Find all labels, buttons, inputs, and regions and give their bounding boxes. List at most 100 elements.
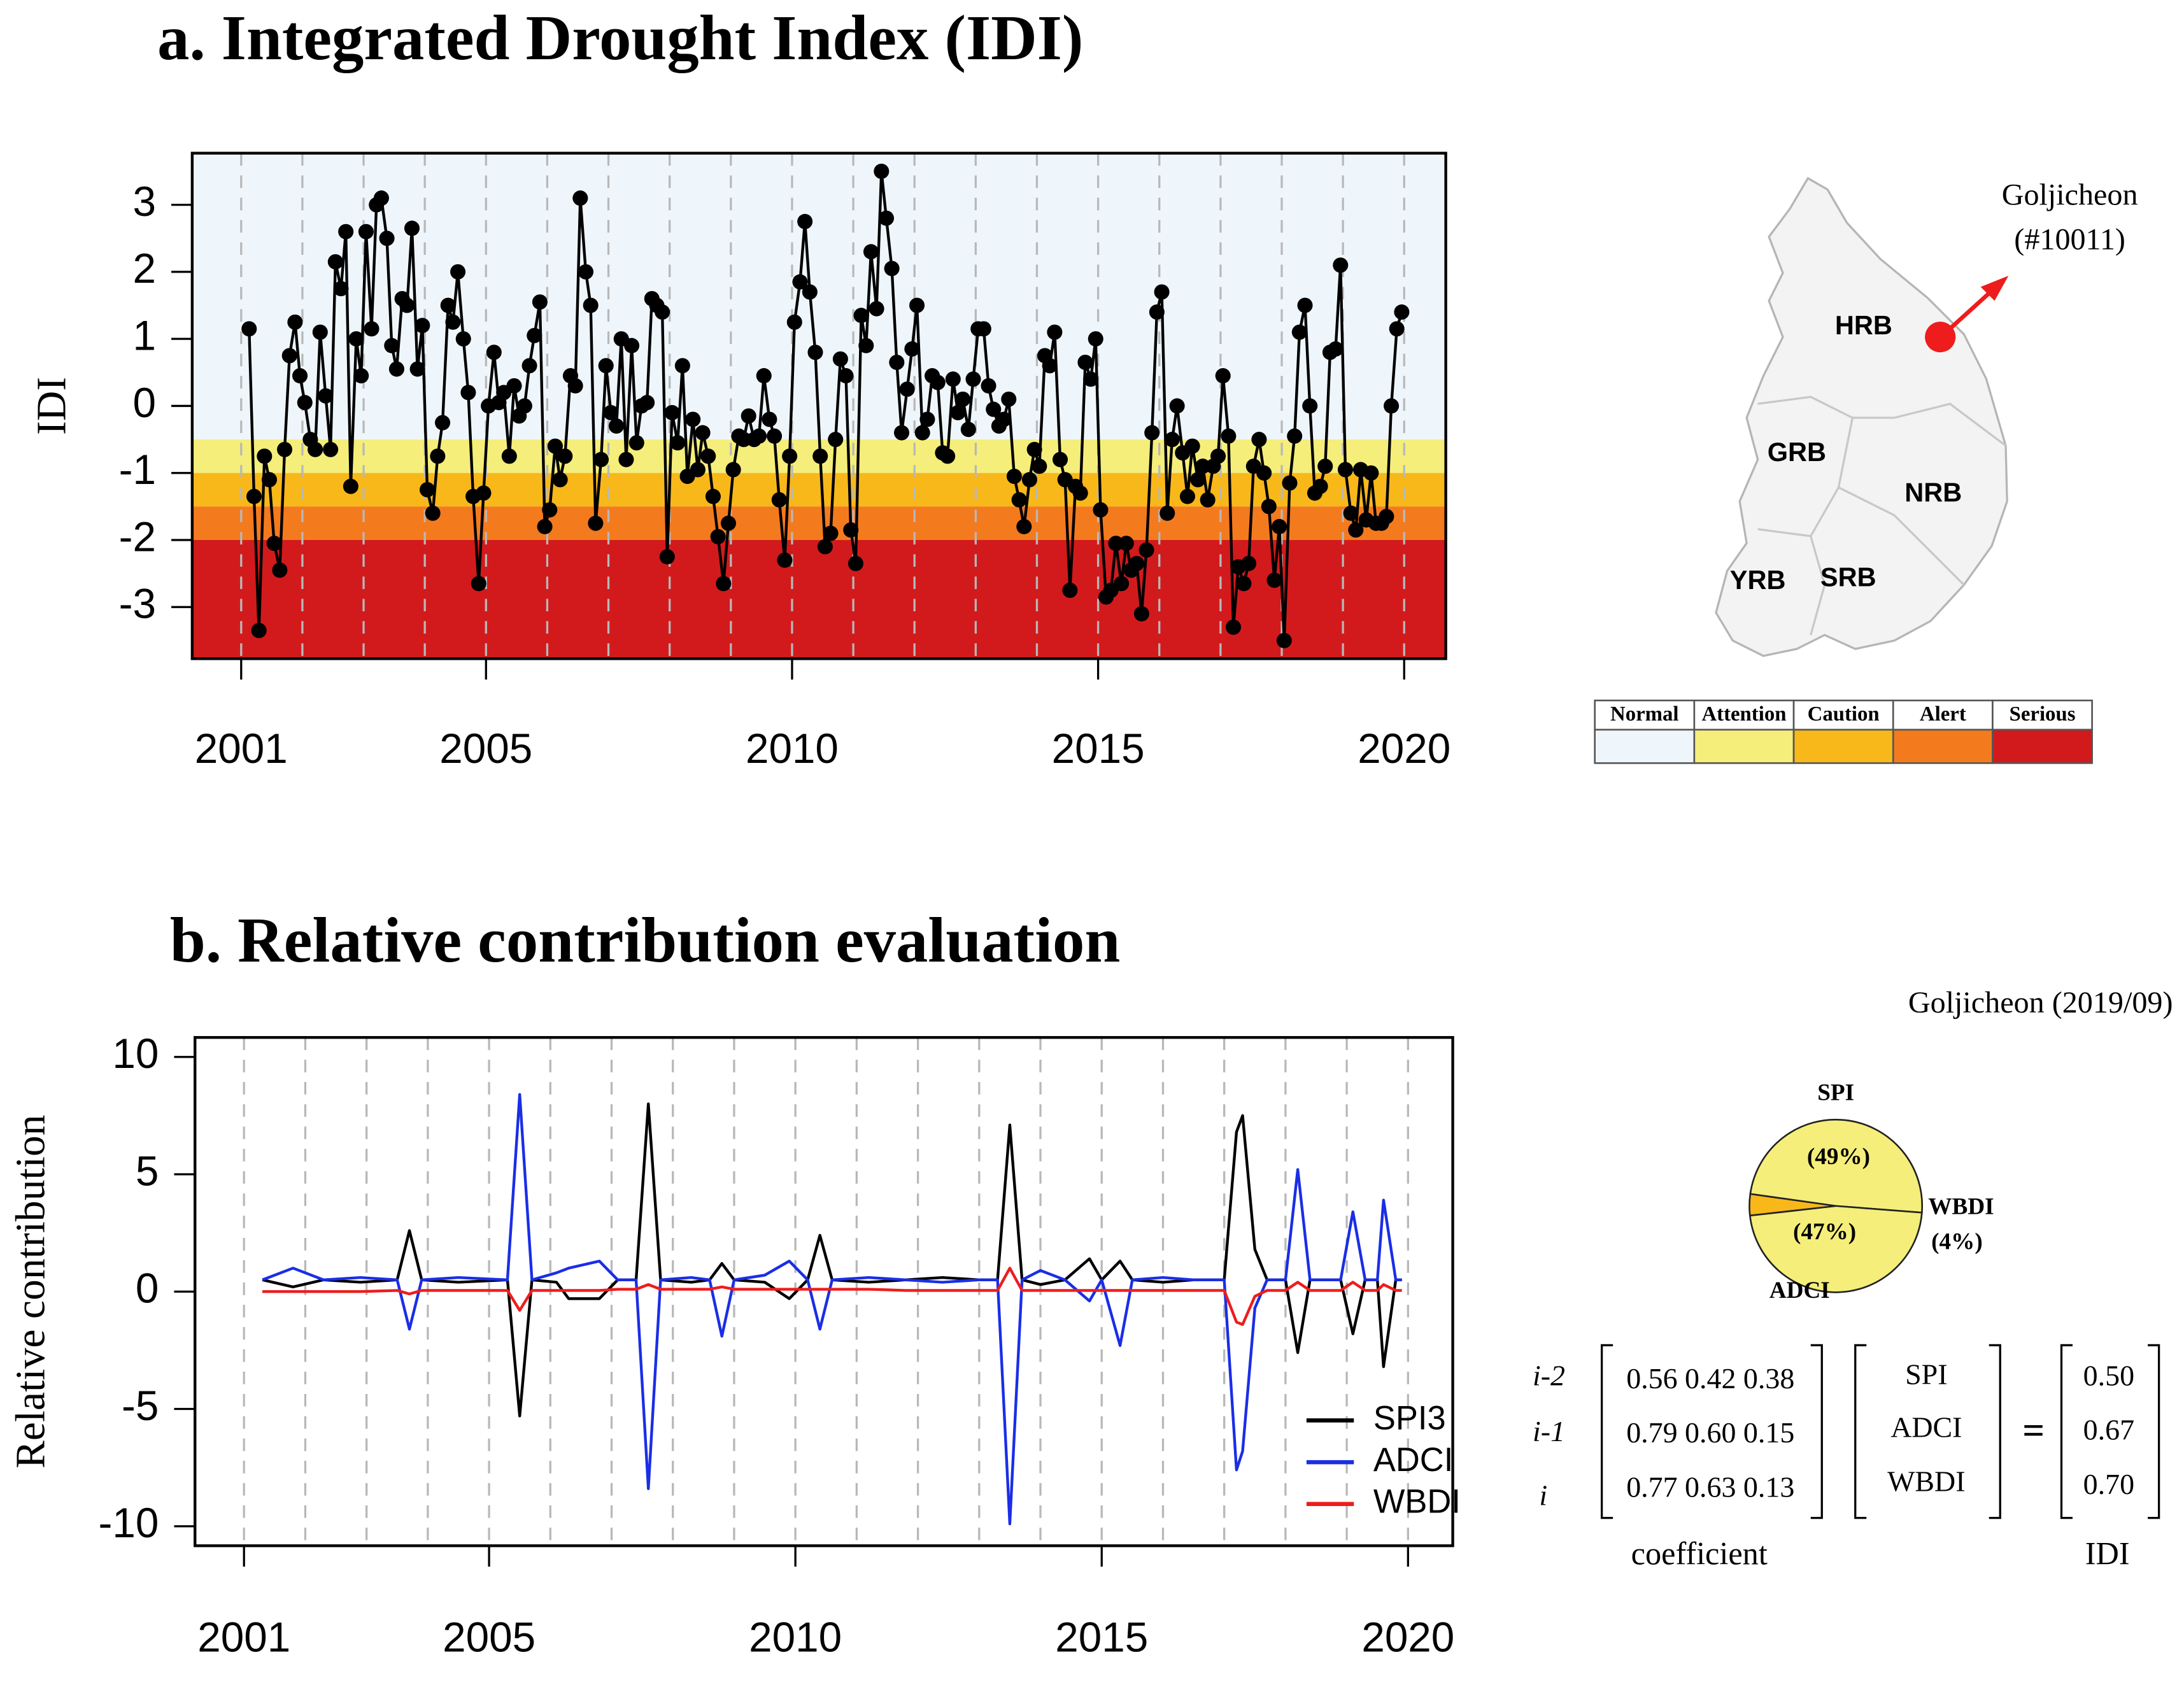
y-tick-label: -1 [119,446,156,493]
data-point [1389,321,1405,337]
station-arrow [1948,287,1996,331]
variable: WBDI [1887,1465,1965,1498]
data-point [609,418,625,434]
variable: SPI [1905,1358,1947,1390]
data-point [1088,331,1103,347]
map: HRB GRB NRB YRB SRB Goljicheon (#10011) [1715,176,2138,657]
slice-name: SPI [1817,1079,1854,1106]
data-point [909,297,925,313]
pie-slice [1748,1193,1836,1217]
basin-label: YRB [1730,565,1786,595]
series-line [262,1267,1402,1326]
idi-label: IDI [2085,1535,2130,1571]
data-point [1129,555,1145,571]
coefficient: 0.15 [1743,1416,1794,1449]
data-point [1394,304,1410,320]
x-tick-label: 2010 [749,1614,842,1660]
data-point [828,432,844,448]
y-tick-label: 0 [132,380,156,426]
data-point [1276,632,1292,648]
matrix-brackets [1600,1344,2160,1519]
data-point [404,220,420,236]
pie-slice [1749,1118,1924,1214]
y-tick-label: -3 [119,581,156,627]
data-point [1312,478,1328,494]
data-point [741,408,756,424]
data-point [281,348,297,364]
data-point [1047,324,1063,340]
data-point [1072,485,1088,501]
data-point [802,284,818,300]
data-point [348,331,364,347]
pie-slice [1748,1205,1923,1293]
data-point [771,492,787,508]
x-tick-label: 2005 [443,1614,535,1660]
y-tick-label: -10 [99,1500,159,1546]
data-point [919,411,935,427]
data-point [312,324,328,340]
y-axis-label: IDI [29,377,75,435]
data-point [1062,582,1078,598]
data-point [899,381,915,397]
equals: = [2022,1409,2045,1452]
data-point [251,623,267,639]
data-point [756,368,772,384]
data-point [598,358,614,374]
data-point [817,539,833,555]
level-name: Serious [2010,703,2076,726]
data-point [1266,572,1282,588]
line-chart: -10 -5 0 5 10 2001 2005 2010 2015 2020 b. Relative… [8,904,1461,1660]
x-tick-label: 2001 [195,725,288,772]
data-point [327,254,343,270]
data-point [1302,398,1318,414]
data-point [297,395,313,411]
data-point [843,522,859,538]
data-point [1343,505,1359,521]
slice-name: ADCI [1769,1277,1830,1304]
data-point [838,368,854,384]
data-point [353,368,369,384]
data-point [1291,324,1307,340]
data-point [807,345,823,360]
data-point [1149,304,1165,320]
data-point [858,338,874,353]
data-point [930,374,946,390]
data-point [725,462,741,478]
data-point [527,327,542,343]
data-point [532,294,548,310]
coefficient: 0.56 [1626,1362,1677,1395]
data-point [333,281,349,297]
x-tick-label: 2001 [197,1614,290,1660]
data-point [572,190,588,206]
y-tick-label: 3 [132,178,156,225]
slice-percent: (47%) [1793,1219,1856,1245]
data-point [603,404,619,421]
data-point [792,274,808,290]
data-point [878,210,895,226]
data-point [1154,284,1170,300]
data-point [445,314,461,330]
data-point [1016,518,1032,534]
x-tick-label: 2015 [1052,725,1145,772]
data-point [440,297,456,313]
station-id: (#10011) [2014,223,2125,257]
data-point [1241,555,1257,571]
data-point [1190,472,1206,488]
data-point [435,415,451,430]
y-tick-label: 5 [136,1148,159,1194]
data-point [1093,502,1109,518]
data-point [705,488,721,504]
data-point [1282,475,1298,491]
data-point [950,404,966,421]
arrow-head [1980,275,2009,301]
data-point [1200,492,1216,508]
data-point [1138,542,1154,558]
data-point [1363,465,1379,481]
data-point [659,549,675,565]
data-point [618,451,634,467]
data-point [506,378,522,394]
data-point [1348,522,1364,538]
x-tick-label: 2010 [746,725,839,772]
data-point [1337,462,1354,478]
data-point [812,448,828,464]
